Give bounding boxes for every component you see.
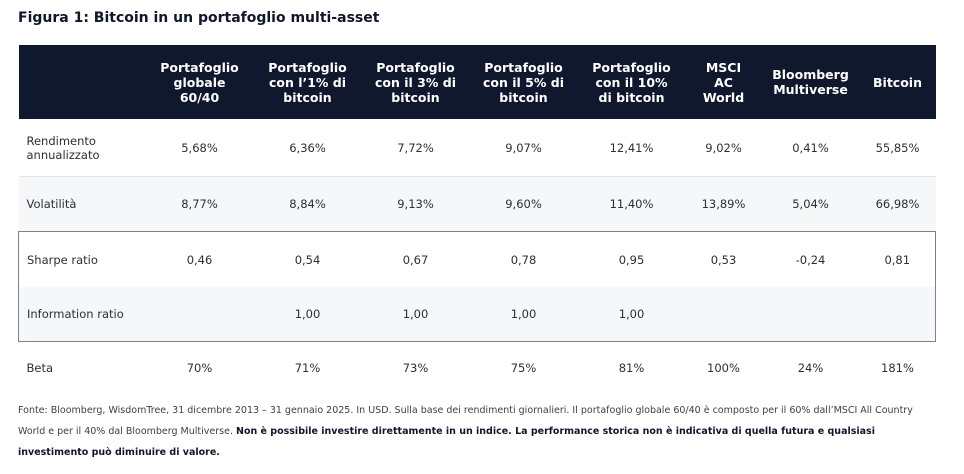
column-header: Portafoglio con l’1% di bitcoin xyxy=(253,45,362,119)
table-cell: 55,85% xyxy=(859,119,936,177)
table-cell: 0,81 xyxy=(859,231,936,287)
row-label: Rendimento annualizzato xyxy=(18,119,146,177)
table-cell: 75% xyxy=(469,341,578,394)
footnote-source-text: Fonte: Bloomberg, WisdomTree, 31 dicembr… xyxy=(18,405,913,437)
table-cell xyxy=(859,287,936,342)
table-cell: 0,46 xyxy=(145,231,254,287)
table-cell: 7,72% xyxy=(361,119,470,177)
source-footnote: Fonte: Bloomberg, WisdomTree, 31 dicembr… xyxy=(18,400,918,463)
row-label: Sharpe ratio xyxy=(18,231,146,287)
row-label: Volatilità xyxy=(18,176,146,232)
table-cell: 70% xyxy=(145,341,254,394)
table-cell: 81% xyxy=(577,341,686,394)
table-cell: 13,89% xyxy=(685,176,762,232)
table-cell: 24% xyxy=(761,341,860,394)
table-cell xyxy=(685,287,762,342)
table-row: Sharpe ratio 0,46 0,54 0,67 0,78 0,95 0,… xyxy=(18,231,936,287)
figure-title: Figura 1: Bitcoin in un portafoglio mult… xyxy=(18,10,380,26)
table-cell: 5,68% xyxy=(145,119,254,177)
column-header: Portafoglio con il 3% di bitcoin xyxy=(361,45,470,119)
table-row: Beta 70% 71% 73% 75% 81% 100% 24% 181% xyxy=(18,341,936,394)
table-cell: 6,36% xyxy=(253,119,362,177)
portfolio-table: Portafoglio globale 60/40 Portafoglio con l… xyxy=(18,45,936,394)
header-empty-cell xyxy=(18,45,146,119)
table-cell: 0,67 xyxy=(361,231,470,287)
table-cell: 5,04% xyxy=(761,176,860,232)
row-label: Beta xyxy=(18,341,146,394)
table-cell: 0,41% xyxy=(761,119,860,177)
table-cell: 66,98% xyxy=(859,176,936,232)
table-cell xyxy=(145,287,254,342)
column-header: Bitcoin xyxy=(859,45,936,119)
table-row: Volatilità 8,77% 8,84% 9,13% 9,60% 11,40… xyxy=(18,176,936,232)
table-cell: -0,24 xyxy=(761,231,860,287)
column-header: Bloomberg Multiverse xyxy=(761,45,860,119)
table-cell: 9,07% xyxy=(469,119,578,177)
table-cell: 9,13% xyxy=(361,176,470,232)
table-cell: 8,77% xyxy=(145,176,254,232)
table-cell: 71% xyxy=(253,341,362,394)
table-cell: 8,84% xyxy=(253,176,362,232)
table-cell: 0,78 xyxy=(469,231,578,287)
footnote-disclaimer: Non è possibile investire direttamente i… xyxy=(18,426,875,458)
table-cell: 12,41% xyxy=(577,119,686,177)
table-cell: 0,54 xyxy=(253,231,362,287)
table-cell: 0,53 xyxy=(685,231,762,287)
column-header: Portafoglio globale 60/40 xyxy=(145,45,254,119)
table-header-row: Portafoglio globale 60/40 Portafoglio con l… xyxy=(18,45,936,119)
table-cell: 181% xyxy=(859,341,936,394)
table-cell: 0,95 xyxy=(577,231,686,287)
table-cell: 1,00 xyxy=(361,287,470,342)
table-cell: 1,00 xyxy=(469,287,578,342)
column-header: MSCI AC World xyxy=(685,45,762,119)
table-cell: 9,02% xyxy=(685,119,762,177)
column-header: Portafoglio con il 10% di bitcoin xyxy=(577,45,686,119)
row-label: Information ratio xyxy=(18,287,146,342)
table-cell: 73% xyxy=(361,341,470,394)
table-cell: 9,60% xyxy=(469,176,578,232)
table-cell xyxy=(761,287,860,342)
table-cell: 11,40% xyxy=(577,176,686,232)
table-row: Rendimento annualizzato 5,68% 6,36% 7,72%… xyxy=(18,119,936,177)
table-cell: 1,00 xyxy=(253,287,362,342)
table-cell: 100% xyxy=(685,341,762,394)
table-row: Information ratio 1,00 1,00 1,00 1,00 xyxy=(18,287,936,342)
column-header: Portafoglio con il 5% di bitcoin xyxy=(469,45,578,119)
table-cell: 1,00 xyxy=(577,287,686,342)
